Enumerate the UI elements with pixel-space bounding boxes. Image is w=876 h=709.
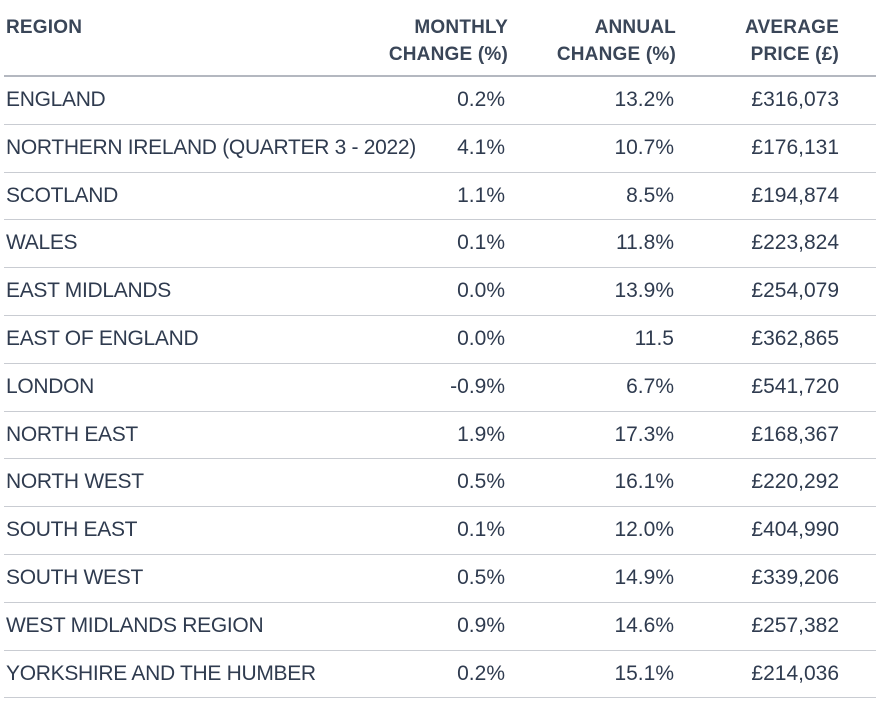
region-cell: EAST OF ENGLAND [6, 326, 199, 350]
annual-change-cell: 11.8% [616, 231, 674, 255]
table-row: SOUTH EAST 0.1% 12.0% £404,990 [4, 507, 876, 555]
header-monthly-line1: MONTHLY [414, 17, 508, 38]
table-row: NORTH EAST 1.9% 17.3% £168,367 [4, 412, 876, 460]
header-price-line2: PRICE (£) [750, 44, 839, 65]
annual-change-cell: 10.7% [614, 135, 674, 159]
average-price-cell: £541,720 [751, 374, 839, 398]
region-cell: SOUTH EAST [6, 518, 138, 542]
average-price-cell: £257,382 [751, 613, 839, 637]
region-cell: EAST MIDLANDS [6, 279, 171, 303]
average-price-cell: £194,874 [751, 183, 839, 207]
monthly-change-cell: 0.5% [457, 565, 505, 589]
annual-change-cell: 13.9% [614, 279, 674, 303]
header-region: REGION [6, 14, 82, 41]
table-row: WEST MIDLANDS REGION 0.9% 14.6% £257,382 [4, 603, 876, 651]
annual-change-cell: 12.0% [614, 518, 674, 542]
region-cell: NORTH WEST [6, 470, 144, 494]
annual-change-cell: 6.7% [626, 374, 674, 398]
header-region-label: REGION [6, 17, 83, 38]
monthly-change-cell: 4.1% [457, 135, 505, 159]
table-row: ENGLAND 0.2% 13.2% £316,073 [4, 77, 876, 125]
monthly-change-cell: 0.2% [457, 661, 505, 685]
average-price-cell: £254,079 [751, 279, 839, 303]
region-cell: LONDON [6, 374, 95, 398]
monthly-change-cell: 0.2% [457, 88, 505, 111]
table-row: LONDON -0.9% 6.7% £541,720 [4, 364, 876, 412]
region-cell: WEST MIDLANDS REGION [6, 613, 264, 637]
monthly-change-cell: 0.1% [457, 231, 505, 255]
average-price-cell: £223,824 [751, 231, 839, 255]
house-price-table: REGION MONTHLY CHANGE (%) ANNUAL CHANGE … [4, 0, 876, 699]
table-header-row: REGION MONTHLY CHANGE (%) ANNUAL CHANGE … [4, 0, 876, 77]
monthly-change-cell: 0.9% [457, 613, 505, 637]
average-price-cell: £339,206 [751, 565, 839, 589]
table-row: SOUTH WEST 0.5% 14.9% £339,206 [4, 555, 876, 603]
average-price-cell: £316,073 [751, 88, 839, 111]
region-cell: YORKSHIRE AND THE HUMBER [6, 661, 316, 685]
table-row: NORTHERN IRELAND (QUARTER 3 - 2022) 4.1%… [4, 125, 876, 173]
monthly-change-cell: 0.1% [457, 518, 505, 542]
header-annual-line1: ANNUAL [594, 17, 676, 38]
region-cell: WALES [6, 231, 78, 255]
annual-change-cell: 16.1% [614, 470, 674, 494]
average-price-cell: £168,367 [751, 422, 839, 446]
annual-change-cell: 15.1% [614, 661, 674, 685]
region-cell: SCOTLAND [6, 183, 118, 207]
header-price-line1: AVERAGE [745, 17, 839, 38]
annual-change-cell: 8.5% [626, 183, 674, 207]
annual-change-cell: 17.3% [614, 422, 674, 446]
header-monthly-change: MONTHLY CHANGE (%) [358, 14, 508, 68]
monthly-change-cell: 1.9% [457, 422, 505, 446]
average-price-cell: £362,865 [751, 326, 839, 350]
average-price-cell: £214,036 [751, 661, 839, 685]
average-price-cell: £404,990 [751, 518, 839, 542]
table-row: EAST OF ENGLAND 0.0% 11.5 £362,865 [4, 316, 876, 364]
average-price-cell: £176,131 [751, 135, 839, 159]
region-cell: NORTH EAST [6, 422, 138, 446]
table-row: EAST MIDLANDS 0.0% 13.9% £254,079 [4, 268, 876, 316]
monthly-change-cell: 1.1% [457, 183, 505, 207]
table-body: ENGLAND 0.2% 13.2% £316,073 NORTHERN IRE… [4, 77, 876, 699]
header-average-price: AVERAGE PRICE (£) [689, 14, 839, 68]
table-row: WALES 0.1% 11.8% £223,824 [4, 220, 876, 269]
annual-change-cell: 14.6% [614, 613, 674, 637]
annual-change-cell: 14.9% [614, 565, 674, 589]
monthly-change-cell: 0.0% [457, 326, 505, 350]
monthly-change-cell: 0.5% [457, 470, 505, 494]
region-cell: ENGLAND [6, 88, 106, 111]
monthly-change-cell: -0.9% [450, 374, 505, 398]
header-annual-change: ANNUAL CHANGE (%) [526, 14, 676, 68]
table-row: YORKSHIRE AND THE HUMBER 0.2% 15.1% £214… [4, 651, 876, 699]
header-monthly-line2: CHANGE (%) [388, 44, 508, 65]
annual-change-cell: 13.2% [614, 88, 674, 111]
annual-change-cell: 11.5 [634, 326, 674, 350]
monthly-change-cell: 0.0% [457, 279, 505, 303]
region-cell: SOUTH WEST [6, 565, 143, 589]
region-cell: NORTHERN IRELAND (QUARTER 3 - 2022) [6, 135, 416, 159]
header-annual-line2: CHANGE (%) [556, 44, 676, 65]
average-price-cell: £220,292 [751, 470, 839, 494]
table-row: NORTH WEST 0.5% 16.1% £220,292 [4, 459, 876, 508]
table-row: SCOTLAND 1.1% 8.5% £194,874 [4, 173, 876, 221]
